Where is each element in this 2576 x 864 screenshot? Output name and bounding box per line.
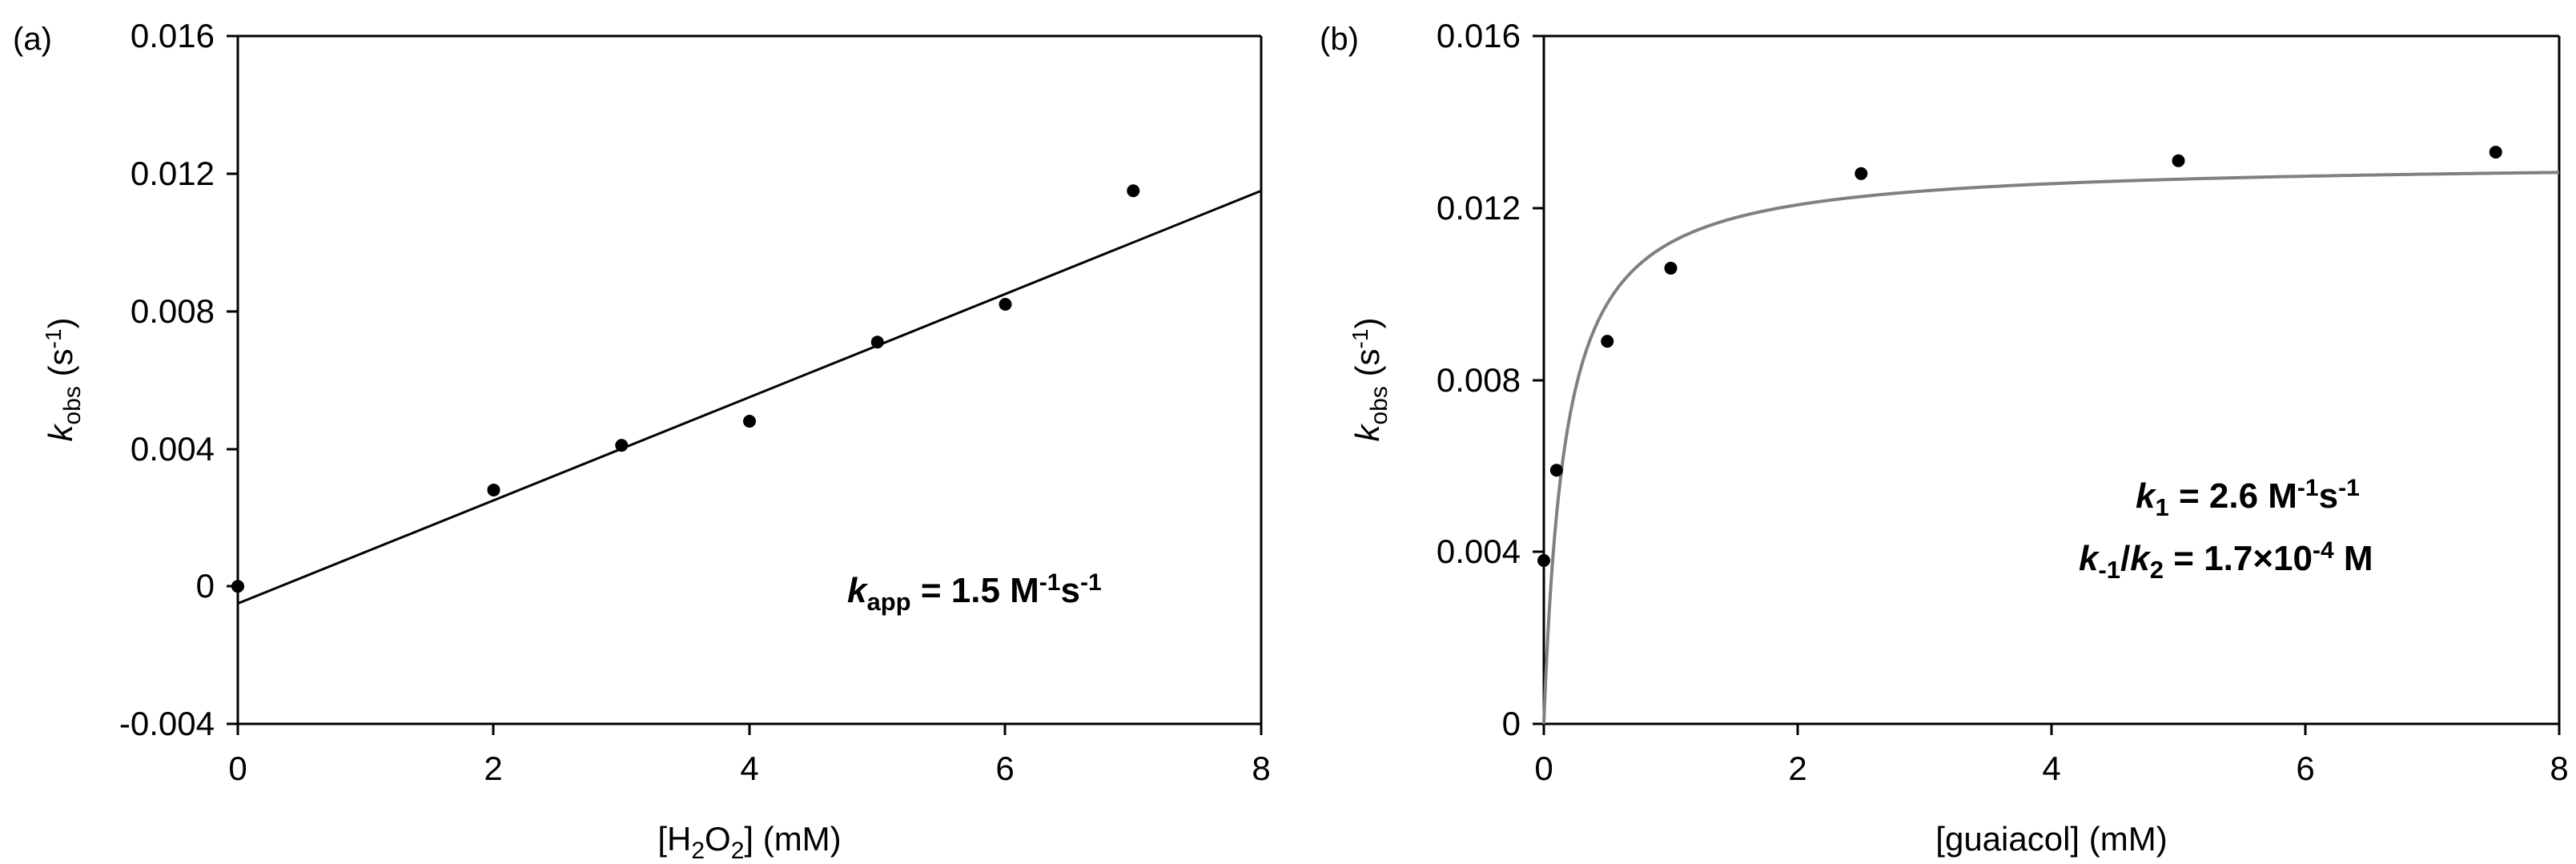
- data-point-a: [870, 336, 884, 349]
- x-tick-label-a: 2: [484, 749, 502, 787]
- y-axis-title-a: kobs (s-1): [41, 318, 86, 442]
- points-b: [1537, 145, 2502, 567]
- y-tick-label-a: 0.008: [131, 292, 215, 330]
- y-tick-label-b: 0.012: [1437, 189, 1521, 227]
- y-tick-label-b: 0.016: [1437, 17, 1521, 54]
- annotation-k1: k1 = 2.6 M-1s-1: [2136, 475, 2360, 521]
- fit-line-a: [237, 189, 1262, 605]
- y-tick-label-a: 0.004: [131, 430, 215, 468]
- y-tick-label-a: -0.004: [119, 705, 215, 742]
- data-point-a: [487, 483, 500, 496]
- y-axis-title-b: kobs (s-1): [1348, 318, 1392, 442]
- x-tick-label-b: 0: [1534, 749, 1553, 787]
- y-tick-label-b: 0: [1502, 705, 1521, 742]
- panel-label-a: (a): [13, 22, 52, 57]
- data-point-b: [1664, 261, 1678, 275]
- x-axis-title-b: [guaiacol] (mM): [1935, 820, 2167, 858]
- data-point-b: [2172, 154, 2185, 167]
- x-tick-label-a: 4: [740, 749, 758, 787]
- y-tick-label-a: 0.012: [131, 155, 215, 192]
- annotation-kapp: kapp = 1.5 M-1s-1: [847, 569, 1102, 616]
- data-point-a: [615, 439, 629, 452]
- y-tick-label-b: 0.004: [1437, 532, 1521, 570]
- y-tick-label-a: 0.016: [131, 17, 215, 54]
- data-point-b: [1855, 167, 1868, 180]
- points-a: [231, 184, 1140, 593]
- data-point-b: [1537, 553, 1550, 567]
- panel-b: (b) 0.016 0.012 0.008 0.004 0: [1320, 17, 2569, 858]
- x-tick-label-a: 0: [228, 749, 247, 787]
- y-tick-label-b: 0.008: [1437, 361, 1521, 399]
- fit-b: [1542, 171, 2560, 725]
- data-point-b: [1549, 464, 1563, 477]
- x-tick-label-a: 8: [1252, 749, 1270, 787]
- data-point-b: [2489, 145, 2502, 159]
- x-tick-label-a: 6: [995, 749, 1014, 787]
- data-point-b: [1601, 335, 1614, 348]
- data-point-a: [1127, 184, 1140, 198]
- fit-line-b: [1542, 171, 2560, 725]
- data-point-a: [743, 415, 756, 428]
- x-tick-label-b: 4: [2042, 749, 2060, 787]
- data-point-a: [999, 298, 1012, 311]
- annotation-km: k-1/k2 = 1.7×10-4 M: [2079, 537, 2373, 584]
- panel-label-b: (b): [1320, 22, 1359, 57]
- x-tick-label-b: 8: [2550, 749, 2568, 787]
- fit-a: [237, 189, 1262, 605]
- x-tick-label-b: 6: [2296, 749, 2314, 787]
- data-point-a: [231, 580, 244, 593]
- y-tick-label-a: 0: [196, 567, 215, 605]
- x-axis-title-a: [H2O2] (mM): [657, 820, 841, 864]
- panel-a: (a) 0.016 0.012 0.008 0.004 0 -0.004: [13, 17, 1271, 864]
- x-tick-label-b: 2: [1788, 749, 1806, 787]
